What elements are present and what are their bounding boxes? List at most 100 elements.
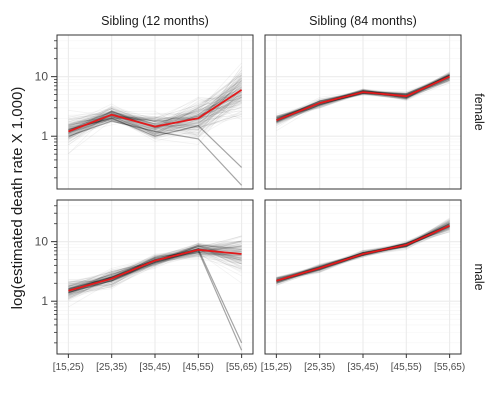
posterior-draw-line <box>68 251 242 294</box>
posterior-draw-line <box>68 256 242 292</box>
posterior-draw-line <box>68 250 242 300</box>
x-tick-label: [35,45) <box>139 362 170 373</box>
posterior-draw-line <box>68 243 242 298</box>
posterior-draw-line <box>68 251 242 288</box>
posterior-draw-line <box>276 77 450 118</box>
x-tick-label: [15,25) <box>261 362 292 373</box>
posterior-draw-line <box>68 103 242 132</box>
posterior-draw-line <box>68 70 242 134</box>
posterior-draw-line <box>68 70 242 127</box>
posterior-draw-line <box>68 96 242 139</box>
posterior-draw-line <box>68 87 242 127</box>
x-tick-label: [35,45) <box>347 362 378 373</box>
posterior-draw-line <box>68 79 242 138</box>
posterior-draw-line <box>68 86 242 128</box>
posterior-draw-line <box>68 81 242 135</box>
posterior-draw-line <box>68 250 242 289</box>
posterior-draw-line <box>68 96 242 131</box>
posterior-draw-line <box>68 250 242 296</box>
posterior-draw-line <box>68 78 242 135</box>
x-tick-label: [15,25) <box>53 362 84 373</box>
posterior-draw-line <box>68 95 242 134</box>
posterior-draw-line <box>276 77 450 122</box>
posterior-draw-line <box>68 243 242 287</box>
posterior-draw-line <box>68 77 242 129</box>
posterior-draw-line <box>68 79 242 127</box>
posterior-draw-line <box>276 80 450 125</box>
posterior-draw-line <box>68 83 242 134</box>
posterior-draw-line <box>276 230 450 282</box>
posterior-draw-line <box>68 244 242 285</box>
posterior-draw-line <box>68 248 242 287</box>
posterior-draw-line <box>68 248 242 286</box>
posterior-draw-line <box>68 80 242 133</box>
posterior-draw-line <box>68 80 242 127</box>
column-facet-label: Sibling (12 months) <box>101 14 209 28</box>
posterior-draw-line <box>68 100 242 134</box>
posterior-draw-line <box>68 252 242 295</box>
posterior-draw-line <box>68 94 242 132</box>
posterior-draw-line <box>68 247 242 296</box>
posterior-draw-line <box>276 223 450 278</box>
posterior-draw-line <box>68 96 242 127</box>
posterior-draw-line <box>68 247 242 298</box>
posterior-draw-line <box>276 225 450 281</box>
y-tick-label: 10 <box>35 235 49 249</box>
posterior-draw-line <box>68 74 242 139</box>
posterior-draw-line <box>68 97 242 131</box>
posterior-draw-line <box>68 80 242 131</box>
posterior-draw-line <box>68 89 242 133</box>
posterior-draw-line <box>68 77 242 133</box>
posterior-draw-line <box>276 228 450 279</box>
posterior-draw-line <box>68 97 242 138</box>
posterior-draw-line <box>68 97 242 136</box>
posterior-draw-line <box>68 101 242 132</box>
posterior-draw-line <box>68 107 242 130</box>
y-tick-label: 1 <box>41 294 48 308</box>
facet-panel <box>264 34 462 190</box>
posterior-draw-line <box>68 254 242 308</box>
posterior-draw-line <box>68 86 242 133</box>
posterior-draw-line <box>68 235 242 297</box>
posterior-draw-line <box>68 101 242 134</box>
posterior-draw-line <box>68 245 242 294</box>
posterior-draw-line <box>68 242 242 290</box>
posterior-draw-line <box>276 77 450 126</box>
posterior-draw-line <box>276 77 450 120</box>
posterior-draw-line <box>276 82 450 120</box>
posterior-draw-line <box>276 222 450 281</box>
posterior-draw-line <box>68 245 242 299</box>
posterior-draw-line <box>68 88 242 130</box>
x-tick-label: [25,35) <box>96 362 127 373</box>
posterior-draw-line <box>68 89 242 144</box>
posterior-draw-line <box>68 97 242 133</box>
facet-panel: [15,25) [25,35) [35,45) [45,55) [55,65) <box>261 199 465 373</box>
posterior-draw-line <box>68 103 242 146</box>
posterior-draw-line <box>276 79 450 118</box>
facet-panel: 1 10 <box>35 34 254 190</box>
x-tick-label: [55,65) <box>226 362 257 373</box>
posterior-draw-line <box>68 73 242 133</box>
posterior-draw-line <box>68 244 242 283</box>
posterior-draw-line <box>68 251 242 294</box>
outlier-draw-line <box>68 120 243 186</box>
posterior-draw-line <box>68 75 242 129</box>
posterior-draw-line <box>68 90 242 137</box>
posterior-draw-line <box>276 217 450 282</box>
posterior-draw-line <box>68 241 242 290</box>
posterior-draw-line <box>68 82 242 136</box>
posterior-draw-line <box>68 244 242 299</box>
posterior-draw-line <box>68 250 242 291</box>
posterior-draw-line <box>68 91 242 136</box>
posterior-draw-line <box>68 247 242 294</box>
posterior-draw-line <box>68 245 242 296</box>
posterior-draw-line <box>68 108 242 134</box>
posterior-draw-line <box>68 85 242 133</box>
posterior-draw-line <box>68 106 242 134</box>
x-tick-label: [45,55) <box>391 362 422 373</box>
posterior-draw-line <box>68 90 242 146</box>
column-facet-label: Sibling (84 months) <box>309 14 417 28</box>
posterior-draw-line <box>68 243 242 297</box>
posterior-draw-line <box>276 74 450 120</box>
posterior-draw-line <box>68 83 242 139</box>
